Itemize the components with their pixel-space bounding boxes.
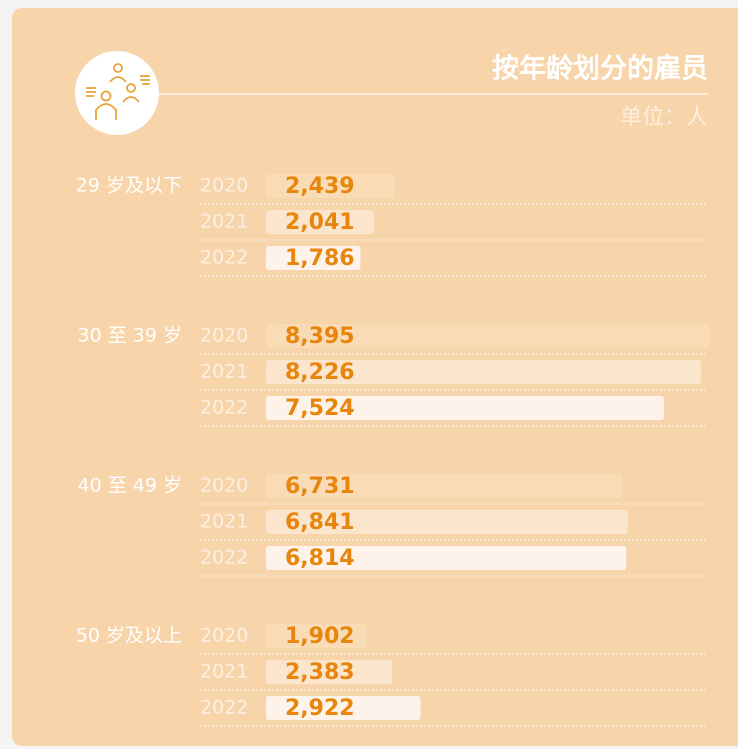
year-label: 2022 <box>200 547 248 569</box>
category-label: 30 至 39 岁 <box>78 325 182 347</box>
category-label: 50 岁及以上 <box>76 625 182 647</box>
bar <box>266 396 664 420</box>
value-label: 2,383 <box>285 660 355 685</box>
bar <box>266 210 374 234</box>
year-label: 2020 <box>200 175 248 197</box>
bar <box>266 474 622 498</box>
year-label: 2021 <box>200 211 248 233</box>
year-label: 2022 <box>200 247 248 269</box>
year-label: 2020 <box>200 325 248 347</box>
year-label: 2021 <box>200 661 248 683</box>
people-icon <box>86 63 150 120</box>
bar <box>266 360 702 384</box>
value-label: 6,814 <box>285 546 355 571</box>
year-label: 2021 <box>200 511 248 533</box>
bar <box>266 510 628 534</box>
value-label: 7,524 <box>285 396 355 421</box>
bar <box>266 324 710 348</box>
chart-title: 按年龄划分的雇员 <box>492 53 708 85</box>
category-label: 29 岁及以下 <box>76 175 182 197</box>
value-label: 8,226 <box>285 360 355 385</box>
category-label: 40 至 49 岁 <box>78 475 182 497</box>
value-label: 2,922 <box>285 696 355 721</box>
year-label: 2022 <box>200 397 248 419</box>
value-label: 2,041 <box>285 210 355 235</box>
value-label: 8,395 <box>285 324 355 349</box>
value-label: 6,731 <box>285 474 355 499</box>
value-label: 1,786 <box>285 246 355 271</box>
bar <box>266 246 361 270</box>
value-label: 1,902 <box>285 624 355 649</box>
year-label: 2020 <box>200 625 248 647</box>
bar <box>266 660 393 684</box>
bar <box>266 174 395 198</box>
bar <box>266 624 367 648</box>
bar <box>266 696 421 720</box>
year-label: 2021 <box>200 361 248 383</box>
chart-subtitle: 单位：人 <box>620 105 708 130</box>
value-label: 2,439 <box>285 174 355 199</box>
bar <box>266 546 627 570</box>
value-label: 6,841 <box>285 510 355 535</box>
year-label: 2022 <box>200 697 248 719</box>
year-label: 2020 <box>200 475 248 497</box>
